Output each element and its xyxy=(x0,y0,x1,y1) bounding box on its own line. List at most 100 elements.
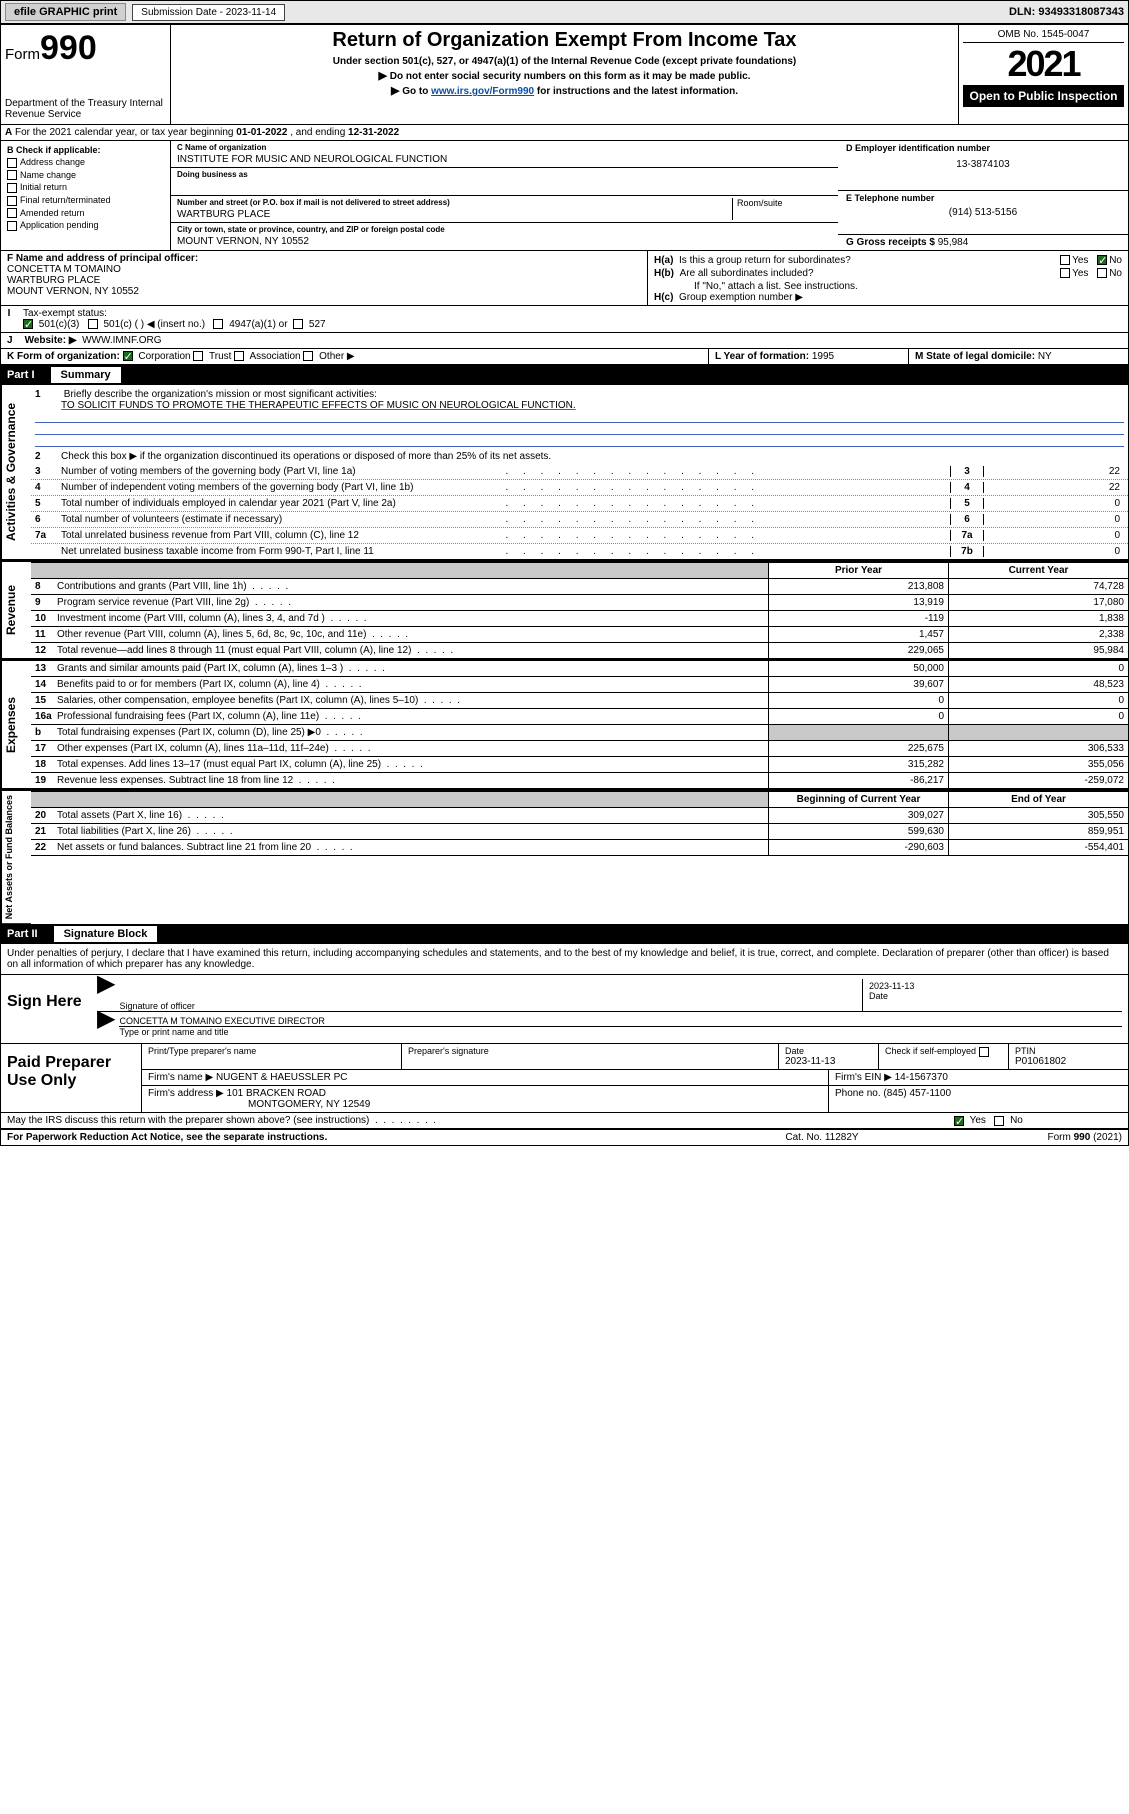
row-k-l-m: K Form of organization: Corporation Trus… xyxy=(1,349,1128,365)
paid-preparer-label: Paid Preparer Use Only xyxy=(1,1044,141,1112)
checkbox-icon[interactable] xyxy=(293,319,303,329)
summary-governance: Activities & Governance 1 Briefly descri… xyxy=(1,385,1128,560)
line-number: 19 xyxy=(31,773,57,788)
checkbox-checked-icon[interactable] xyxy=(954,1116,964,1126)
line-text: Investment income (Part VIII, column (A)… xyxy=(57,611,768,626)
prior-value: 229,065 xyxy=(768,643,948,658)
checkbox-icon[interactable] xyxy=(88,319,98,329)
checkbox-icon[interactable] xyxy=(994,1116,1004,1126)
fin-header-row: Prior Year Current Year xyxy=(31,562,1128,579)
arrow-icon: ▶ xyxy=(391,85,399,97)
firm-addr1: 101 BRACKEN ROAD xyxy=(227,1088,326,1099)
firm-phone: (845) 457-1100 xyxy=(883,1088,951,1099)
form-990-container: Form990 Department of the Treasury Inter… xyxy=(0,24,1129,1146)
checkbox-icon[interactable] xyxy=(1060,255,1070,265)
current-value: 95,984 xyxy=(948,643,1128,658)
form-title-cell: Return of Organization Exempt From Incom… xyxy=(171,25,958,124)
org-name: INSTITUTE FOR MUSIC AND NEUROLOGICAL FUN… xyxy=(177,154,832,165)
prior-year-header: Prior Year xyxy=(768,563,948,578)
checkbox-icon[interactable] xyxy=(979,1047,989,1057)
fin-line: 9Program service revenue (Part VIII, lin… xyxy=(31,595,1128,611)
ein-value: 13-3874103 xyxy=(846,159,1120,170)
line-value: 0 xyxy=(984,546,1124,557)
line-number: 20 xyxy=(31,808,57,823)
line-value: 22 xyxy=(984,466,1124,477)
current-value: -259,072 xyxy=(948,773,1128,788)
section-f-h: F Name and address of principal officer:… xyxy=(1,251,1128,306)
current-value: 1,838 xyxy=(948,611,1128,626)
checkbox-checked-icon[interactable] xyxy=(23,319,33,329)
submission-date-label: Submission Date - 2023-11-14 xyxy=(132,4,285,21)
current-value: 2,338 xyxy=(948,627,1128,642)
fin-line: 15Salaries, other compensation, employee… xyxy=(31,693,1128,709)
officer-name-title: CONCETTA M TOMAINO EXECUTIVE DIRECTOR xyxy=(119,1016,1122,1026)
checkbox-icon[interactable] xyxy=(234,351,244,361)
line-a-mid: , and ending xyxy=(287,127,348,138)
line-text: Total revenue—add lines 8 through 11 (mu… xyxy=(57,643,768,658)
prep-name-label: Print/Type preparer's name xyxy=(148,1046,395,1056)
discuss-row: May the IRS discuss this return with the… xyxy=(1,1113,1128,1130)
fin-line: 18Total expenses. Add lines 13–17 (must … xyxy=(31,757,1128,773)
checkbox-icon[interactable] xyxy=(1060,268,1070,278)
row-i-j: I Tax-exempt status: 501(c)(3) 501(c) ( … xyxy=(1,306,1128,333)
efile-print-button[interactable]: efile GRAPHIC print xyxy=(5,3,126,21)
line-number: 5 xyxy=(35,498,61,509)
col-c-org-info: C Name of organization INSTITUTE FOR MUS… xyxy=(171,141,838,250)
officer-name: CONCETTA M TOMAINO xyxy=(7,264,121,275)
fin-line: 20Total assets (Part X, line 16) . . . .… xyxy=(31,808,1128,824)
website-label: Website: ▶ xyxy=(25,335,77,346)
mission-label: Briefly describe the organization's miss… xyxy=(64,389,377,400)
checkbox-icon[interactable] xyxy=(7,208,17,218)
checkbox-icon[interactable] xyxy=(193,351,203,361)
checkbox-icon[interactable] xyxy=(7,196,17,206)
current-value: 0 xyxy=(948,661,1128,676)
prior-value: 315,282 xyxy=(768,757,948,772)
checkbox-icon[interactable] xyxy=(213,319,223,329)
row-l-year: L Year of formation: 1995 xyxy=(708,349,908,364)
firm-name: NUGENT & HAEUSSLER PC xyxy=(216,1072,348,1083)
prior-value: -119 xyxy=(768,611,948,626)
line-number: 21 xyxy=(31,824,57,839)
checkbox-icon[interactable] xyxy=(303,351,313,361)
section-b-c-d: B Check if applicable: Address change Na… xyxy=(1,141,1128,251)
tax-year: 2021 xyxy=(963,43,1124,85)
summary-expenses: Expenses 13Grants and similar amounts pa… xyxy=(1,659,1128,789)
prior-value xyxy=(768,725,948,740)
vlabel-expenses: Expenses xyxy=(1,661,31,789)
line-text: Grants and similar amounts paid (Part IX… xyxy=(57,661,768,676)
form-number: 990 xyxy=(40,29,97,67)
checkbox-icon[interactable] xyxy=(7,183,17,193)
line-box-number: 4 xyxy=(950,482,984,493)
website-value: WWW.IMNF.ORG xyxy=(82,335,161,346)
checkbox-checked-icon[interactable] xyxy=(123,351,133,361)
goto-suffix: for instructions and the latest informat… xyxy=(534,86,738,97)
caret-icon: ▶ xyxy=(97,1014,115,1037)
chk-name-change: Name change xyxy=(20,170,76,180)
boy-header: Beginning of Current Year xyxy=(768,792,948,807)
part-ii-number: Part II xyxy=(7,928,46,940)
firm-name-label: Firm's name ▶ xyxy=(148,1072,213,1083)
line-number: 8 xyxy=(31,579,57,594)
sig-officer-label: Signature of officer xyxy=(119,979,862,1011)
checkbox-checked-icon[interactable] xyxy=(1097,255,1107,265)
efile-header-bar: efile GRAPHIC print Submission Date - 20… xyxy=(0,0,1129,24)
line-box-number: 7b xyxy=(950,546,984,557)
city-value: MOUNT VERNON, NY 10552 xyxy=(177,236,832,247)
opt-501c3: 501(c)(3) xyxy=(39,319,80,330)
part-i-number: Part I xyxy=(7,369,43,381)
line-text: Total expenses. Add lines 13–17 (must eq… xyxy=(57,757,768,772)
col-d-e-g: D Employer identification number 13-3874… xyxy=(838,141,1128,250)
checkbox-icon[interactable] xyxy=(7,221,17,231)
firm-ein: 14-1567370 xyxy=(895,1072,948,1083)
ha-yes-no: Yes No xyxy=(1054,255,1122,266)
checkbox-icon[interactable] xyxy=(1097,268,1107,278)
checkbox-icon[interactable] xyxy=(7,158,17,168)
vlabel-net-assets: Net Assets or Fund Balances xyxy=(1,791,31,924)
line-a-tax-year: A For the 2021 calendar year, or tax yea… xyxy=(1,125,1128,141)
checkbox-icon[interactable] xyxy=(7,170,17,180)
current-value: 0 xyxy=(948,693,1128,708)
instructions-link[interactable]: www.irs.gov/Form990 xyxy=(431,86,534,97)
omb-year-cell: OMB No. 1545-0047 2021 Open to Public In… xyxy=(958,25,1128,124)
omb-number: OMB No. 1545-0047 xyxy=(963,29,1124,43)
chk-address-change: Address change xyxy=(20,157,85,167)
